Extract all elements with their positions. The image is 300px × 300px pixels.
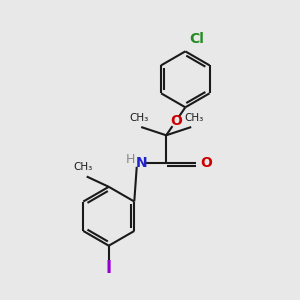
Text: O: O <box>170 114 182 128</box>
Text: Cl: Cl <box>189 32 204 46</box>
Text: CH₃: CH₃ <box>74 162 93 172</box>
Text: CH₃: CH₃ <box>129 112 148 123</box>
Text: O: O <box>200 156 212 170</box>
Text: I: I <box>106 259 112 277</box>
Text: H: H <box>125 153 135 166</box>
Text: N: N <box>135 156 147 170</box>
Text: CH₃: CH₃ <box>184 112 203 123</box>
